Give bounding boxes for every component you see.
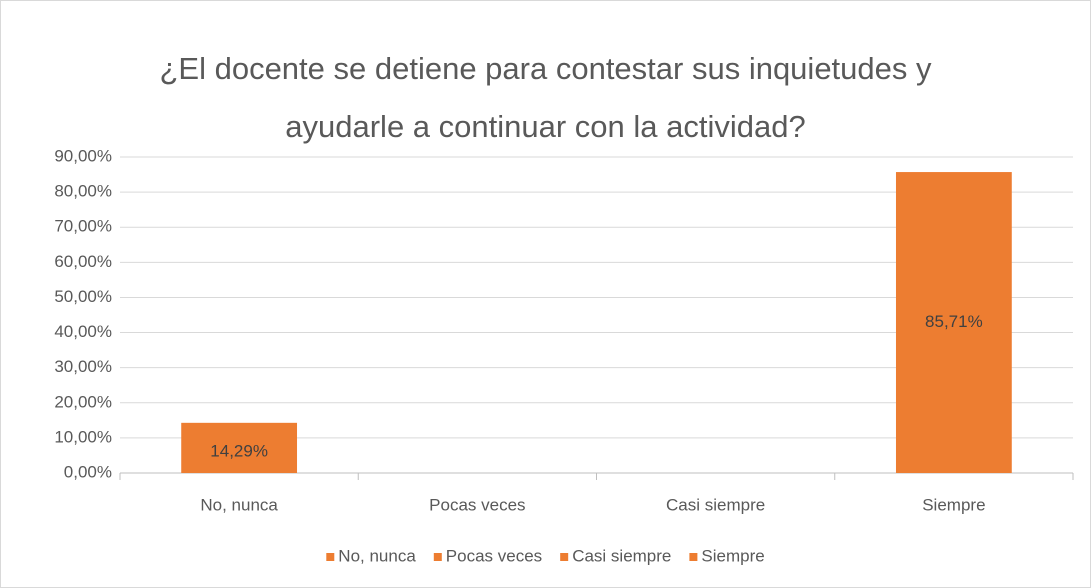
title-box: ¿El docente se detiene para contestar su… — [0, 40, 1091, 156]
data-label: 85,71% — [925, 312, 983, 331]
legend-label: Casi siempre — [572, 546, 671, 565]
legend-label: Pocas veces — [446, 546, 542, 565]
legend-swatch — [689, 553, 698, 561]
chart-title: ¿El docente se detiene para contestar su… — [159, 51, 932, 144]
bar — [181, 422, 298, 473]
y-tick-label: 90,00% — [54, 146, 112, 165]
y-tick-label: 70,00% — [54, 217, 112, 236]
x-tick-label: Siempre — [922, 495, 985, 514]
y-tick-label: 60,00% — [54, 252, 112, 271]
legend-label: No, nunca — [338, 546, 416, 565]
y-tick-label: 20,00% — [54, 392, 112, 411]
y-tick-label: 50,00% — [54, 287, 112, 306]
x-tick-label: Pocas veces — [429, 495, 525, 514]
x-tick-label: Casi siempre — [666, 495, 765, 514]
y-tick-label: 10,00% — [54, 427, 112, 446]
data-label: 14,29% — [210, 441, 268, 460]
x-tick-label: No, nunca — [200, 495, 278, 514]
legend-swatch — [326, 553, 335, 561]
legend-swatch — [560, 553, 569, 561]
bar — [895, 172, 1012, 473]
y-tick-label: 80,00% — [54, 182, 112, 201]
y-tick-label: 40,00% — [54, 322, 112, 341]
legend-label: Siempre — [701, 546, 764, 565]
y-tick-label: 30,00% — [54, 357, 112, 376]
legend-swatch — [433, 553, 442, 561]
y-tick-label: 0,00% — [64, 462, 112, 481]
